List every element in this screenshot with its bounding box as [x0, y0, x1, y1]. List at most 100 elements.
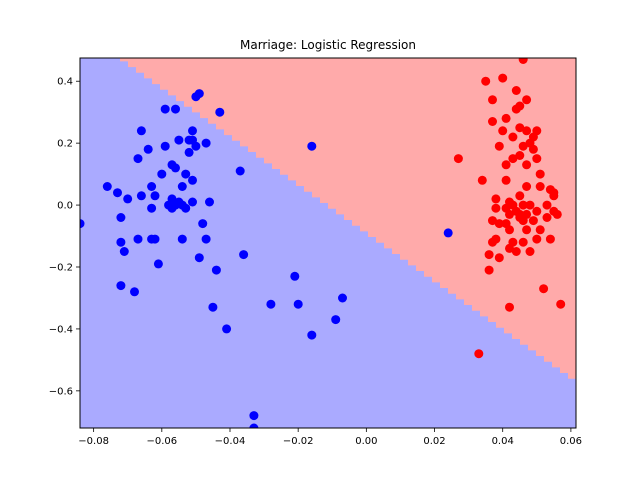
point-class-0-54 [222, 324, 232, 334]
point-class-1-44 [518, 200, 528, 210]
point-class-0-48 [201, 234, 211, 244]
point-class-1-24 [505, 209, 514, 219]
point-class-0-36 [181, 203, 191, 213]
point-class-0-6 [119, 247, 129, 256]
point-class-0-66 [443, 228, 453, 238]
point-class-1-75 [556, 299, 566, 309]
point-class-0-28 [171, 104, 180, 114]
point-class-0-38 [184, 147, 194, 157]
point-class-1-48 [522, 126, 532, 136]
point-class-0-32 [177, 182, 187, 191]
y-axis: −0.6 −0.4 −0.2 0.0 0.2 0.4 [49, 77, 80, 397]
point-class-1-46 [518, 237, 528, 247]
point-class-0-47 [198, 219, 208, 229]
point-class-0-65 [338, 293, 347, 303]
point-class-1-25 [505, 225, 514, 235]
point-class-1-72 [549, 188, 559, 198]
y-tick-label: −0.6 [49, 386, 73, 397]
point-class-1-59 [532, 126, 542, 136]
point-class-0-2 [113, 188, 122, 198]
point-class-0-60 [290, 271, 300, 281]
point-class-1-12 [491, 203, 501, 213]
x-tick-label: −0.06 [146, 436, 177, 447]
point-class-0-56 [239, 250, 249, 260]
y-tick-label: 0.0 [57, 201, 73, 212]
point-class-1-7 [488, 216, 497, 226]
point-class-0-59 [266, 299, 276, 309]
point-class-0-8 [130, 287, 139, 297]
point-class-1-35 [511, 247, 521, 256]
point-class-0-53 [215, 107, 225, 117]
point-class-0-61 [293, 299, 303, 309]
point-class-1-65 [535, 225, 545, 235]
point-class-1-58 [528, 216, 538, 226]
point-class-0-5 [116, 281, 126, 291]
point-class-1-0 [453, 154, 463, 164]
point-class-1-18 [501, 113, 511, 123]
y-tick-label: −0.2 [49, 262, 73, 273]
point-class-1-14 [494, 253, 504, 263]
y-tick-label: 0.2 [57, 139, 73, 150]
point-class-0-20 [157, 169, 167, 179]
point-class-1-52 [522, 225, 532, 235]
point-class-0-18 [150, 191, 160, 201]
point-class-1-42 [518, 58, 528, 64]
point-class-1-66 [539, 284, 549, 294]
point-class-0-1 [102, 182, 112, 191]
point-class-1-47 [522, 95, 532, 105]
y-tick-label: 0.4 [57, 77, 73, 88]
point-class-1-6 [488, 117, 497, 126]
point-class-0-64 [331, 315, 341, 325]
point-class-1-50 [522, 182, 532, 191]
plot-area [79, 57, 577, 429]
point-class-1-51 [522, 209, 532, 219]
point-class-0-34 [177, 234, 187, 244]
point-class-1-43 [518, 141, 528, 151]
point-class-0-57 [249, 411, 259, 421]
point-class-1-13 [494, 141, 504, 151]
point-class-1-67 [542, 200, 552, 210]
point-class-0-19 [153, 259, 163, 269]
point-class-1-28 [508, 132, 518, 142]
x-tick-label: −0.02 [283, 436, 314, 447]
point-class-1-2 [477, 175, 487, 185]
point-class-1-49 [522, 160, 532, 170]
x-axis: −0.08 −0.06 −0.04 −0.02 0.00 0.02 0.04 0.06 [78, 428, 582, 447]
point-class-1-15 [494, 219, 504, 229]
point-class-1-5 [484, 250, 494, 260]
point-class-1-37 [515, 123, 525, 133]
x-tick-label: −0.08 [78, 436, 109, 447]
point-class-0-0 [80, 219, 85, 229]
y-tick-label: −0.4 [49, 324, 73, 335]
point-class-1-74 [552, 209, 562, 219]
point-class-0-42 [188, 197, 197, 207]
point-class-1-68 [542, 213, 552, 222]
point-class-0-27 [171, 163, 180, 173]
x-tick-label: 0.06 [560, 436, 582, 447]
point-class-0-22 [160, 104, 170, 114]
point-class-0-63 [307, 330, 317, 340]
point-class-1-3 [481, 76, 491, 86]
point-class-1-17 [498, 126, 508, 136]
point-class-0-15 [147, 203, 157, 213]
point-class-1-19 [501, 160, 511, 170]
scatter-points [80, 58, 566, 428]
point-class-0-30 [174, 135, 184, 145]
point-class-1-4 [484, 265, 494, 275]
point-class-1-62 [532, 234, 542, 244]
point-class-0-10 [133, 154, 143, 164]
x-tick-label: −0.04 [215, 436, 246, 447]
chart-title: Marriage: Logistic Regression [240, 38, 416, 52]
point-class-0-35 [181, 169, 191, 179]
point-class-1-55 [525, 247, 535, 256]
point-class-1-60 [532, 154, 542, 164]
point-class-1-32 [511, 86, 521, 95]
point-class-0-44 [191, 141, 201, 151]
point-class-0-14 [147, 182, 157, 191]
point-class-1-10 [491, 194, 501, 204]
point-class-0-55 [235, 166, 245, 176]
point-class-1-38 [515, 151, 525, 160]
point-class-0-62 [307, 141, 317, 151]
point-class-1-9 [488, 95, 497, 105]
